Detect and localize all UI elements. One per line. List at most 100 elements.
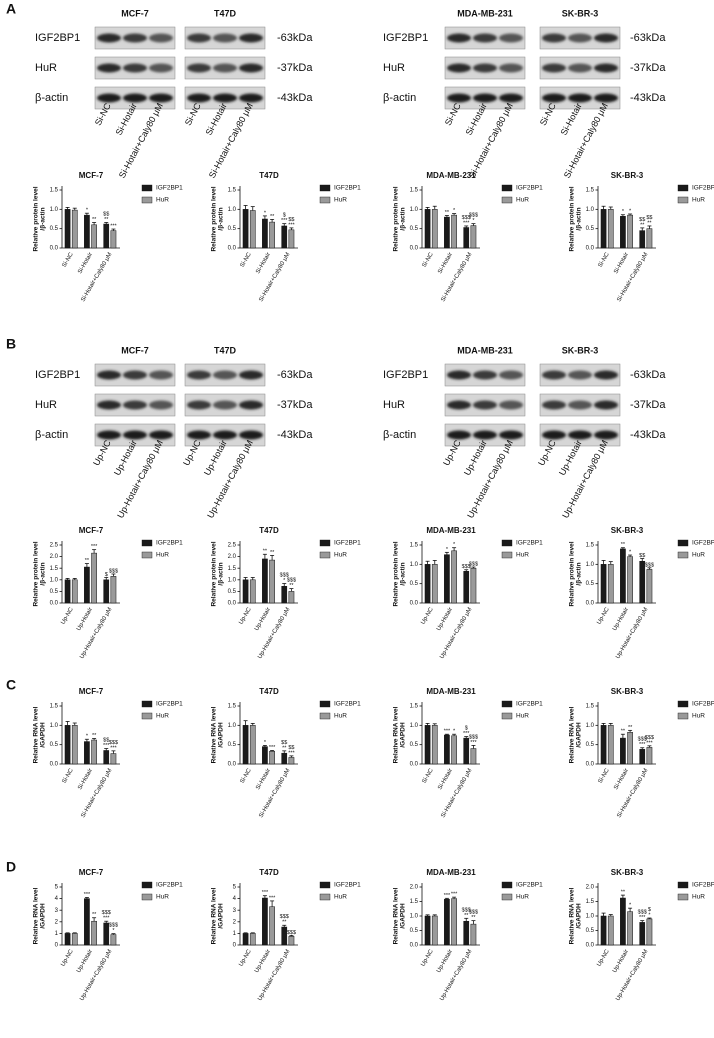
significance-label: *** [444,893,451,899]
y-axis-label: /β-actin [40,562,47,585]
y-tick-label: 0.0 [410,943,419,949]
legend-label: HuR [156,713,169,720]
chart-title: MDA-MB-231 [426,171,476,180]
legend-label: IGF2BP1 [156,185,183,192]
y-tick-label: 1.5 [228,188,237,194]
bar [627,911,633,946]
y-tick-label: 1.0 [410,914,419,920]
y-tick-label: 0.5 [228,742,237,748]
bar [91,224,97,249]
bar [103,579,110,604]
y-tick-label: 1.0 [228,723,237,729]
y-tick-label: 0.5 [410,581,419,587]
blot-band [447,93,471,103]
significance-label: ** [270,550,275,556]
bar [451,898,457,946]
protein-label: HuR [35,399,57,411]
kda-label: -37kDa [277,62,313,74]
bar [262,558,268,604]
significance-label: $$$ [638,910,647,916]
legend-swatch [677,551,689,559]
y-axis-label: Relative RNA level [569,887,576,944]
significance-label: $$$ [280,572,289,578]
x-tick-label: Si-Hotair [613,768,630,791]
legend-label: IGF2BP1 [516,185,543,192]
bar [269,221,275,249]
y-axis-label: /β-actin [218,562,225,585]
y-axis-label: /β-actin [400,562,407,585]
y-tick-label: 1.5 [410,543,419,549]
blot-band [213,33,237,43]
significance-label: *** [269,745,276,751]
y-axis-label: Relative protein level [211,186,218,251]
y-tick-label: 2.5 [228,543,237,549]
bar [110,230,117,249]
bar [103,223,110,249]
y-tick-label: 0.5 [586,226,595,232]
y-tick-label: 1.0 [410,207,419,213]
bar [627,732,633,765]
legend-swatch [141,539,153,547]
significance-label: *** [110,745,117,751]
bar [103,750,110,765]
blot-band [213,400,237,410]
y-axis-label: /GAPDH [400,903,407,929]
blot-band [187,33,211,43]
blot-band [594,93,618,103]
blot-band [499,430,523,440]
significance-label: ** [289,583,294,589]
bar [64,933,71,946]
blot-band [213,430,237,440]
significance-label: * [264,210,267,216]
y-tick-label: 1.5 [586,704,595,710]
legend-swatch [677,881,689,889]
legend-label: IGF2BP1 [692,701,714,708]
significance-label: *** [110,224,117,230]
x-tick-label: Up-Hotair [436,607,454,632]
blot-band [594,33,618,43]
bar [444,554,450,604]
significance-label: *** [269,895,276,901]
legend-swatch [501,700,513,708]
legend-label: HuR [334,713,347,720]
blot-band [239,370,263,380]
blot-band [447,63,471,73]
blot-band [473,400,497,410]
bar [269,559,275,604]
bar [646,569,653,604]
bar [84,214,90,249]
blot-band [473,370,497,380]
protein-label: β-actin [383,92,416,104]
significance-label: ** [92,912,97,918]
significance-label: ** [628,725,633,731]
bar [620,548,626,604]
y-tick-label: 0.5 [410,226,419,232]
significance-label: ** [282,745,287,751]
y-tick-label: 1 [233,931,237,937]
bar [470,567,477,604]
x-tick-label: Si-NC [62,251,76,268]
legend-label: IGF2BP1 [692,882,714,889]
bar [269,750,275,765]
y-tick-label: 0.5 [50,589,59,595]
blot-band [97,370,121,380]
chart-title: MCF-7 [79,868,104,877]
bar [71,209,78,249]
y-tick-label: 5 [55,885,59,891]
significance-label: *** [103,743,110,749]
y-tick-label: 0.5 [50,226,59,232]
blot-band [123,430,147,440]
y-axis-label: /GAPDH [218,903,225,929]
significance-label: *** [91,544,98,550]
significance-label: ** [104,217,109,223]
legend-swatch [501,551,513,559]
bar [639,230,646,249]
blot-band [594,400,618,410]
bar [463,227,470,249]
legend-label: HuR [692,197,705,204]
bar [64,725,71,765]
bar [639,749,646,765]
bar [64,209,71,249]
y-tick-label: 0.0 [586,246,595,252]
y-tick-label: 0 [233,943,237,949]
